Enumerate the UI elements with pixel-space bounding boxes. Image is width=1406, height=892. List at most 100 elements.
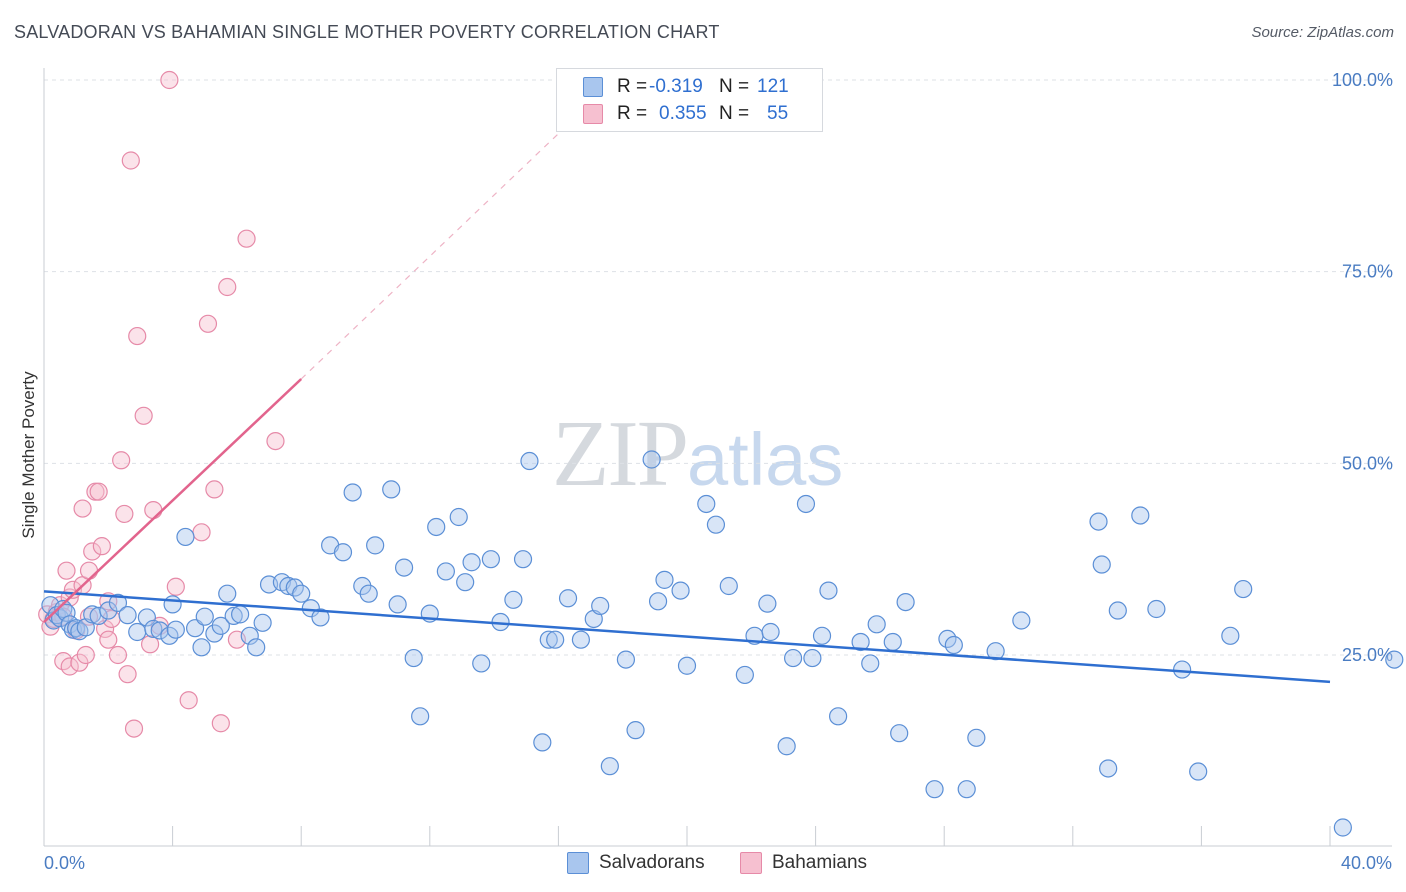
salvadoran-point bbox=[558, 589, 578, 608]
salvadoran-point bbox=[195, 607, 214, 626]
salvadoran-point bbox=[359, 584, 378, 603]
salvadoran-point bbox=[1221, 626, 1240, 645]
salvadoran-point bbox=[481, 550, 500, 569]
bahamian-trend-line bbox=[43, 378, 303, 623]
y-tick-label-100: 100.0% bbox=[1332, 70, 1393, 90]
salvadoran-point bbox=[1108, 601, 1127, 620]
bahamian-point bbox=[73, 499, 92, 518]
salvadoran-point bbox=[616, 650, 636, 669]
bahamian-point bbox=[237, 229, 256, 248]
legend-r-value: 0.355 bbox=[659, 103, 707, 124]
salvadoran-point bbox=[819, 581, 838, 600]
bahamian-point bbox=[124, 719, 144, 738]
grid bbox=[44, 79, 1392, 656]
bahamian-point bbox=[79, 607, 99, 626]
salvadoran-point bbox=[108, 593, 128, 612]
bottom-legend-swatch-bahamians bbox=[740, 852, 762, 874]
salvadoran-point bbox=[600, 757, 619, 776]
salvadoran-point bbox=[394, 558, 414, 577]
salvadoran-point bbox=[735, 665, 754, 685]
salvadoran-point bbox=[520, 451, 539, 471]
legend-r-label: R = bbox=[617, 76, 648, 97]
salvadoran-point bbox=[883, 632, 902, 652]
salvadoran-point bbox=[1234, 579, 1253, 599]
salvadoran-point bbox=[301, 599, 320, 618]
legend-n-label: N = bbox=[719, 103, 750, 124]
salvadoran-point bbox=[456, 573, 475, 592]
x-tick-label-0: 0.0% bbox=[44, 853, 85, 873]
legend-r-value: -0.319 bbox=[649, 76, 703, 97]
bahamian-trend-extension bbox=[300, 102, 591, 380]
salvadoran-point bbox=[539, 630, 558, 649]
salvadoran-point bbox=[224, 606, 243, 626]
salvadoran-point bbox=[472, 654, 491, 673]
salvadoran-point bbox=[642, 450, 661, 469]
salvadoran-point bbox=[967, 728, 986, 747]
salvadoran-point bbox=[176, 527, 195, 547]
salvadoran-point bbox=[1147, 599, 1166, 619]
salvadoran-point bbox=[311, 608, 330, 627]
bahamian-point bbox=[198, 314, 218, 333]
bottom-legend-label-bahamians: Bahamians bbox=[772, 852, 868, 873]
salvadoran-point bbox=[427, 517, 446, 537]
salvadoran-point bbox=[867, 615, 886, 634]
salvadoran-point bbox=[571, 630, 591, 649]
salvadoran-point bbox=[626, 721, 645, 740]
salvadoran-point bbox=[218, 584, 237, 603]
salvadoran-point bbox=[1131, 506, 1150, 525]
bahamian-point bbox=[166, 577, 185, 596]
watermark-atlas: atlas bbox=[687, 418, 844, 501]
bahamian-point bbox=[60, 657, 79, 676]
bahamian-point bbox=[76, 645, 95, 665]
salvadoran-point bbox=[504, 590, 523, 609]
salvadoran-point bbox=[253, 613, 272, 632]
salvadoran-point bbox=[777, 737, 796, 756]
salvadoran-point bbox=[829, 707, 848, 726]
bahamian-point bbox=[57, 561, 76, 580]
salvadoran-points bbox=[41, 450, 1404, 837]
salvadoran-point bbox=[366, 536, 385, 555]
y-tick-label-25: 25.0% bbox=[1342, 645, 1393, 665]
salvadoran-point bbox=[655, 570, 674, 589]
salvadoran-point bbox=[1173, 660, 1192, 679]
salvadoran-point bbox=[944, 635, 963, 655]
bahamian-point bbox=[118, 665, 137, 684]
salvadoran-point bbox=[333, 543, 353, 562]
salvadoran-point bbox=[1012, 611, 1031, 630]
bahamian-point bbox=[179, 691, 198, 710]
legend-n-label: N = bbox=[719, 76, 750, 97]
y-axis-label: Single Mother Poverty bbox=[19, 371, 38, 539]
bahamian-point bbox=[266, 432, 285, 451]
salvadoran-point bbox=[861, 654, 880, 673]
salvadoran-point bbox=[1092, 555, 1111, 574]
salvadoran-point bbox=[67, 619, 86, 638]
legend: R = -0.319 N = 121 R = 0.355 N = 55 bbox=[556, 68, 823, 132]
salvadoran-point bbox=[404, 648, 423, 668]
legend-swatch-salvadorans bbox=[583, 77, 603, 97]
salvadoran-point bbox=[1189, 762, 1208, 781]
salvadoran-point bbox=[343, 483, 362, 502]
bahamian-point bbox=[83, 542, 102, 561]
y-tick-label-50: 50.0% bbox=[1342, 453, 1393, 473]
salvadoran-point bbox=[166, 620, 185, 639]
legend-swatch-bahamians bbox=[583, 104, 603, 124]
salvadoran-point bbox=[648, 592, 668, 611]
salvadoran-point bbox=[986, 642, 1005, 661]
salvadoran-point bbox=[533, 733, 552, 752]
chart-title: SALVADORAN VS BAHAMIAN SINGLE MOTHER POV… bbox=[14, 22, 720, 42]
salvadoran-point bbox=[925, 780, 944, 799]
bahamian-point bbox=[89, 482, 108, 501]
legend-n-value: 121 bbox=[757, 76, 789, 97]
x-tick-label-40: 40.0% bbox=[1341, 853, 1392, 873]
bottom-legend-label-salvadorans: Salvadorans bbox=[599, 852, 705, 873]
bahamian-point bbox=[205, 480, 224, 499]
salvadoran-point bbox=[150, 621, 169, 640]
salvadoran-point bbox=[1333, 818, 1352, 837]
salvadoran-point bbox=[144, 619, 163, 639]
salvadoran-point bbox=[796, 494, 816, 514]
source-note: Source: ZipAtlas.com bbox=[1251, 24, 1394, 41]
bahamian-point bbox=[218, 277, 237, 297]
salvadoran-point bbox=[851, 632, 870, 652]
bahamian-point bbox=[140, 635, 160, 654]
